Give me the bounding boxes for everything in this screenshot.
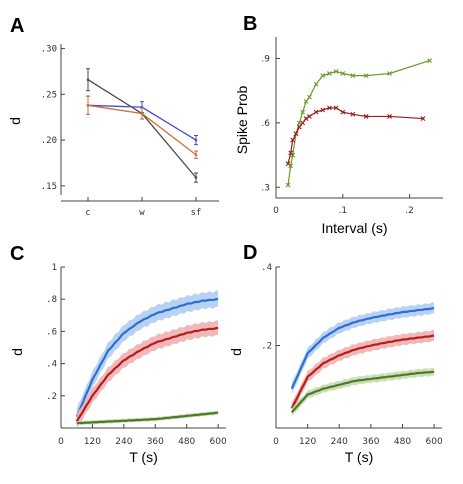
panel-a-x-tick-label: w [139,208,145,218]
panel-b-x-marker [300,120,306,126]
panel-b-x-marker [350,73,356,79]
panel-c-y-label: d [9,348,25,356]
panel-b-series-line [287,107,423,164]
panel-b-x-marker [333,105,339,111]
panel-d-x-label: T (s) [345,449,374,465]
panel-c-x-tick-label: 360 [147,437,164,447]
panel-b-x-marker [427,58,433,64]
panel-b-x-marker [363,114,369,119]
panel-b-x-marker [320,107,326,113]
panel-a-data-point [86,104,90,107]
panel-letter-d: D [243,242,257,264]
panel-a-x-tick-label: sf [191,208,202,218]
panel-b-x-marker [320,73,326,79]
panel-c-chart: .2 .4 .6 .8 1 0 120 240 360 480 600 T (s) d [9,263,227,465]
panel-b-x-marker [387,114,392,119]
panel-a-y-tick-label: .15 [41,182,57,192]
panel-letter-a: A [10,15,24,37]
panel-d-y-label: d [228,348,244,356]
panel-b-x-marker [285,161,291,167]
panel-b-x-marker [327,71,332,76]
panel-b-series-line [287,60,430,186]
panel-b-x-marker [313,109,319,115]
panel-a-series-line [87,79,197,179]
panel-b-x-marker [327,105,332,111]
panel-b-x-label: Interval (s) [321,220,387,236]
panel-c-series-line [75,327,219,423]
panel-d-x-tick-label: 0 [273,437,279,447]
panel-d-series-line [290,334,435,409]
panel-letter-c: C [10,243,24,265]
panel-b-y-tick-label: .6 [261,119,270,129]
panel-b-y-label: Spike Prob [234,86,250,155]
panel-a-data-point [140,112,144,115]
panel-a-y-tick-label: .30 [41,45,57,55]
panel-c-confidence-band [76,290,219,425]
panel-c-series-line [76,411,219,425]
panel-a-x-tick-label: c [85,208,90,218]
panel-d-x-tick-label: 480 [394,437,411,447]
panel-b-x-tick-label: .2 [405,206,414,216]
panel-d-series-line [290,370,435,414]
panel-c-y-tick-label: 1 [52,263,57,273]
panel-c-x-tick-label: 0 [58,437,64,447]
panel-b-x-marker [288,150,294,156]
panel-a-y-tick-label: .20 [41,136,57,146]
panel-c-x-tick-label: 120 [84,437,101,447]
panel-c-y-tick-label: .4 [46,360,57,370]
panel-a-y-tick-label: .25 [41,90,57,100]
panel-c-confidence-band [76,320,219,429]
panel-c-series-line [75,298,219,418]
panel-c-x-tick-label: 240 [115,437,132,447]
panel-c-y-tick-label: .6 [46,327,57,337]
panel-b-x-marker [340,71,346,76]
panel-b-x-marker [293,131,299,136]
panel-b-x-tick-label: 0 [273,206,279,216]
panel-b-x-marker [363,73,369,79]
panel-a-data-point [194,153,198,157]
panel-d-x-tick-label: 240 [331,437,348,447]
panel-b-x-marker [350,111,356,117]
panel-letter-b: B [243,13,257,35]
panel-d-x-tick-label: 600 [426,437,443,447]
panel-b-x-tick-label: .1 [339,206,348,216]
panel-a-data-point [194,138,198,142]
panel-b-x-marker [296,124,302,130]
panel-c-x-label: T (s) [129,449,158,465]
panel-b-x-marker [303,116,309,121]
panel-b-x-marker [290,137,296,143]
panel-a-y-label: d [7,117,23,125]
panel-c-x-tick-label: 480 [178,437,195,447]
panel-d-y-tick-label: .2 [261,342,272,352]
panel-b-x-marker [307,114,312,119]
panel-b-x-marker [313,81,319,87]
panel-b-y-tick-label: .3 [261,183,270,193]
panel-a-data-point [86,78,90,81]
panel-d-y-tick-label: .4 [261,263,272,273]
panel-c-y-tick-label: .2 [46,392,57,402]
panel-a-data-point [194,176,198,179]
panel-c-x-tick-label: 600 [210,437,227,447]
panel-d-x-tick-label: 360 [362,437,379,447]
panel-b-x-marker [340,109,346,115]
panel-d-x-tick-label: 120 [299,437,316,447]
panel-b-chart: .3 .6 .9 0 .1 .2 Interval (s) Spike Prob [234,37,443,236]
panel-d-chart: .2 .4 0 120 240 360 480 600 T (s) d [228,263,443,465]
panel-b-x-marker [333,68,339,74]
panel-b-x-marker [300,109,306,115]
panel-b-y-tick-label: .9 [261,54,270,64]
panel-b-x-marker [387,71,392,76]
panel-b-x-marker [303,99,309,104]
panel-b-x-marker [285,182,291,188]
panel-d-series-line [290,307,435,390]
panel-b-x-marker [307,94,312,100]
panel-c-y-tick-label: .8 [46,295,57,305]
panel-a-chart: .15 .20 .25 .30 c w sf d [7,44,219,218]
panel-b-x-marker [420,116,426,121]
